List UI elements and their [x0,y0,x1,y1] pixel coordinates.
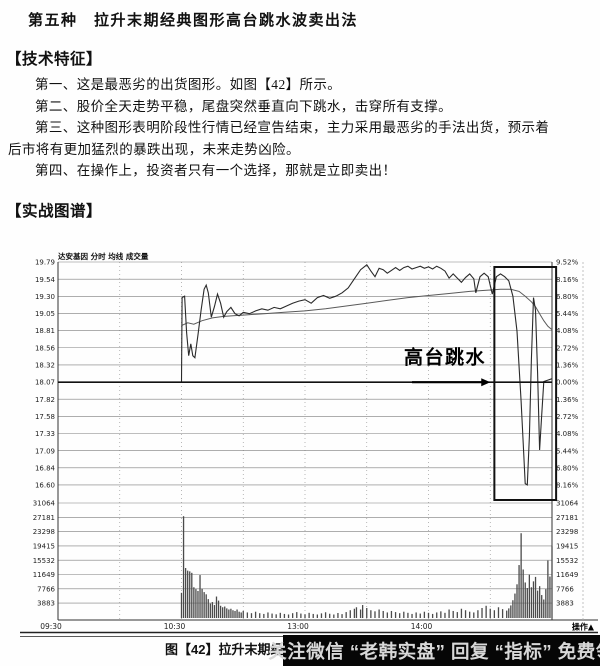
svg-text:7766: 7766 [556,585,574,593]
svg-text:19.05: 19.05 [35,310,55,318]
svg-text:4.08%: 4.08% [556,430,579,438]
watermark-banner: 关注微信 “老韩实盘” 回复 “指标” 免费领 [268,635,600,666]
volume-bars [180,516,553,618]
svg-text:5.44%: 5.44% [556,447,579,455]
svg-text:4.08%: 4.08% [556,327,579,335]
svg-text:15532: 15532 [33,557,55,565]
svg-text:17.58: 17.58 [35,413,55,421]
svg-text:9.52%: 9.52% [556,259,579,267]
svg-text:6.80%: 6.80% [556,293,579,301]
svg-text:8.16%: 8.16% [556,276,579,284]
svg-text:17.09: 17.09 [35,447,55,455]
annotation-label: 高台跳水 [404,346,486,369]
annotation-arrow [412,378,491,387]
time-gridlines [119,262,491,620]
svg-text:19.54: 19.54 [35,276,56,284]
tech-item: 第三、这种图形表明阶段性行情已经宣告结束，主力采用最恶劣的手法出货，预示着后市将… [8,120,550,157]
svg-text:09:30: 09:30 [40,622,62,631]
svg-text:18.81: 18.81 [35,327,55,335]
svg-text:17.82: 17.82 [35,396,55,404]
svg-text:高台跳水: 高台跳水 [404,346,486,369]
svg-text:31064: 31064 [33,500,56,508]
tech-item: 第四、在操作上，投资者只有一个选择，那就是立即卖出！ [35,163,397,178]
svg-text:19415: 19415 [33,543,55,551]
svg-text:19415: 19415 [556,543,578,551]
average-line [181,288,553,331]
svg-text:3883: 3883 [556,600,574,608]
price-gridlines [58,261,552,486]
section-heading-chart: 【实战图谱】 [6,202,103,220]
svg-text:10:30: 10:30 [164,622,186,631]
corner-label: 操作▲ [572,622,595,632]
svg-text:17.33: 17.33 [35,430,55,438]
svg-text:5.44%: 5.44% [556,310,579,318]
svg-text:1.36%: 1.36% [556,396,579,404]
panel-frame [20,262,598,637]
time-axis-labels: 09:30 10:30 13:00 14:00 [40,622,432,631]
svg-text:8.16%: 8.16% [556,482,579,490]
svg-text:16.60: 16.60 [35,482,55,490]
svg-text:13:00: 13:00 [287,622,309,631]
intraday-chart-svg: 19.79 19.54 19.30 19.05 18.81 18.56 18.32 18.07… [20,251,598,637]
figure-caption: 图【42】拉升末期经 [165,642,284,657]
svg-text:27181: 27181 [33,514,55,522]
section-heading-tech: 【技术特征】 [6,51,103,68]
svg-text:达安基因 分时 均线 成交量: 达安基因 分时 均线 成交量 [58,251,149,261]
page-title: 第五种 拉升末期经典图形高台跳水波卖出法 [28,13,359,29]
svg-text:18.07: 18.07 [35,379,55,387]
svg-text:操作▲: 操作▲ [572,622,595,632]
tech-item: 第一、这是最恶劣的出货图形。如图【42】所示。 [35,77,342,92]
svg-text:19.30: 19.30 [35,293,55,301]
svg-text:1.36%: 1.36% [556,362,579,370]
svg-text:19.79: 19.79 [35,259,55,267]
svg-text:27181: 27181 [556,514,578,522]
price-axis-labels: 19.79 19.54 19.30 19.05 18.81 18.56 18.32 18.07… [35,259,56,490]
svg-text:15532: 15532 [556,557,578,565]
svg-text:31064: 31064 [556,500,579,508]
intraday-chart: 19.79 19.54 19.30 19.05 18.81 18.56 18.32 18.07… [20,248,598,640]
svg-text:7766: 7766 [37,585,55,593]
svg-text:11649: 11649 [556,571,578,579]
chart-title-bar: 达安基因 分时 均线 成交量 [58,251,149,261]
svg-text:11649: 11649 [33,571,55,579]
svg-text:6.80%: 6.80% [556,464,579,472]
svg-text:2.72%: 2.72% [556,413,579,421]
svg-text:16.84: 16.84 [35,464,56,472]
volume-axis-labels: 31064 31064 27181 27181 23298 23298 19415 19415… [33,500,579,608]
svg-text:3883: 3883 [37,600,55,608]
watermark-banner-text: 关注微信 “老韩实盘” 回复 “指标” 免费领 [268,640,600,662]
highlight-box [493,266,558,501]
price-line [180,263,553,486]
percent-axis-labels: 9.52% 8.16% 6.80% 5.44% 4.08% 2.72% 1.36% 0.00%… [556,259,579,490]
svg-text:23298: 23298 [33,528,55,536]
volume-gridlines [58,502,552,604]
svg-text:18.32: 18.32 [35,362,55,370]
svg-text:2.72%: 2.72% [556,344,579,352]
svg-text:0.00%: 0.00% [556,379,579,387]
svg-text:14:00: 14:00 [411,622,433,631]
svg-text:23298: 23298 [556,528,578,536]
svg-text:18.56: 18.56 [35,344,56,352]
tech-item: 第二、股价全天走势平稳，尾盘突然垂直向下跳水，击穿所有支撑。 [35,98,452,114]
